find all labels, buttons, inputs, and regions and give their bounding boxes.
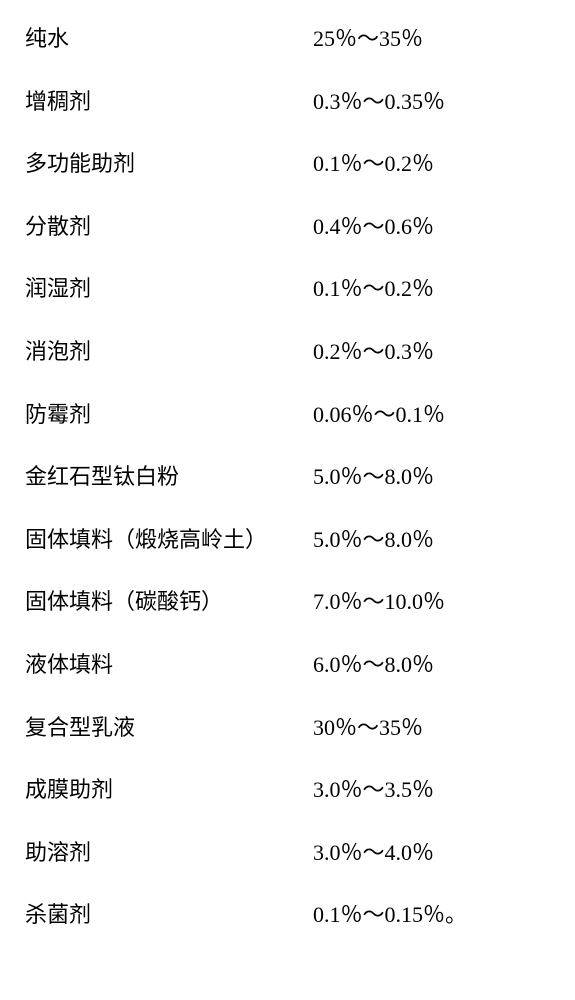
table-row: 金红石型钛白粉 5.0％～8.0％: [25, 463, 555, 492]
table-row: 润湿剂 0.1％～0.2％: [25, 275, 555, 304]
ingredient-label: 纯水: [25, 25, 313, 54]
table-row: 防霉剂 0.06％～0.1％: [25, 401, 555, 430]
ingredient-value: 0.1％～0.2％: [313, 150, 434, 179]
ingredient-value: 7.0％～10.0％: [313, 588, 445, 617]
ingredient-label: 多功能助剂: [25, 150, 313, 179]
table-row: 增稠剂 0.3％～0.35％: [25, 88, 555, 117]
ingredient-value: 5.0％～8.0％: [313, 463, 434, 492]
table-row: 固体填料（煅烧高岭土） 5.0％～8.0％: [25, 526, 555, 555]
ingredient-label: 复合型乳液: [25, 714, 313, 743]
ingredient-value: 25％～35％: [313, 25, 423, 54]
ingredient-label: 助溶剂: [25, 839, 313, 868]
ingredient-label: 防霉剂: [25, 401, 313, 430]
ingredient-value: 6.0％～8.0％: [313, 651, 434, 680]
ingredient-value: 30％～35％: [313, 714, 423, 743]
ingredient-value: 3.0％～4.0％: [313, 839, 434, 868]
table-row: 固体填料（碳酸钙） 7.0％～10.0％: [25, 588, 555, 617]
ingredient-value: 0.1％～0.15％。: [313, 901, 467, 930]
table-row: 分散剂 0.4％～0.6％: [25, 213, 555, 242]
table-row: 液体填料 6.0％～8.0％: [25, 651, 555, 680]
ingredient-value: 5.0％～8.0％: [313, 526, 434, 555]
ingredient-label: 消泡剂: [25, 338, 313, 367]
table-row: 纯水 25％～35％: [25, 25, 555, 54]
ingredient-label: 固体填料（碳酸钙）: [25, 588, 313, 617]
ingredient-value: 0.3％～0.35％: [313, 88, 445, 117]
table-row: 杀菌剂 0.1％～0.15％。: [25, 901, 555, 930]
ingredient-list: 纯水 25％～35％ 增稠剂 0.3％～0.35％ 多功能助剂 0.1％～0.2…: [0, 0, 575, 955]
ingredient-value: 0.06％～0.1％: [313, 401, 445, 430]
ingredient-label: 润湿剂: [25, 275, 313, 304]
ingredient-value: 0.2％～0.3％: [313, 338, 434, 367]
ingredient-label: 分散剂: [25, 213, 313, 242]
ingredient-label: 成膜助剂: [25, 776, 313, 805]
ingredient-label: 固体填料（煅烧高岭土）: [25, 526, 313, 555]
ingredient-value: 0.4％～0.6％: [313, 213, 434, 242]
table-row: 消泡剂 0.2％～0.3％: [25, 338, 555, 367]
table-row: 成膜助剂 3.0％～3.5％: [25, 776, 555, 805]
table-row: 多功能助剂 0.1％～0.2％: [25, 150, 555, 179]
ingredient-label: 增稠剂: [25, 88, 313, 117]
ingredient-label: 液体填料: [25, 651, 313, 680]
ingredient-label: 金红石型钛白粉: [25, 463, 313, 492]
ingredient-label: 杀菌剂: [25, 901, 313, 930]
table-row: 复合型乳液 30％～35％: [25, 714, 555, 743]
table-row: 助溶剂 3.0％～4.0％: [25, 839, 555, 868]
ingredient-value: 3.0％～3.5％: [313, 776, 434, 805]
ingredient-value: 0.1％～0.2％: [313, 275, 434, 304]
